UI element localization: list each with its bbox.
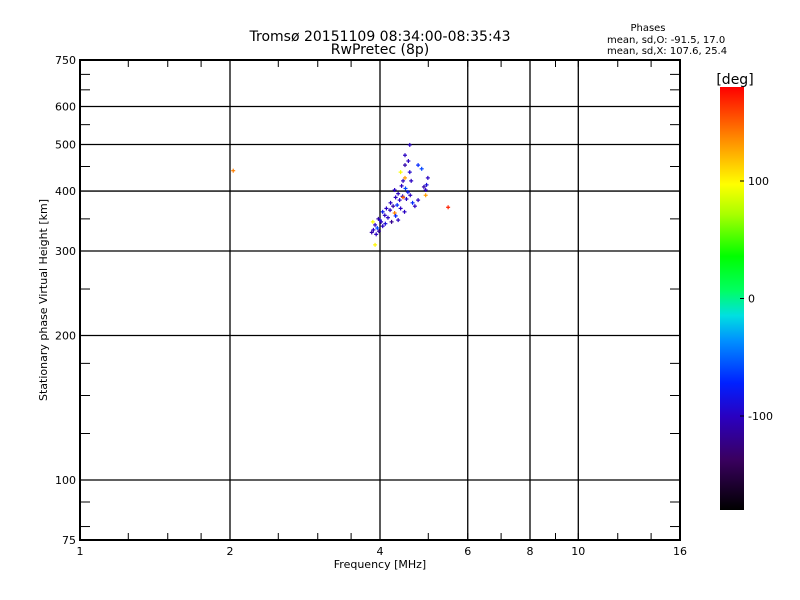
data-point	[406, 159, 411, 164]
data-point	[397, 198, 402, 203]
data-point	[384, 206, 389, 211]
data-point	[382, 213, 387, 218]
data-point	[373, 222, 378, 227]
legend-o-stats: mean, sd,O: -91.5, 17.0	[607, 35, 725, 46]
data-point	[416, 163, 421, 168]
data-point	[392, 211, 397, 216]
colorbar-tick-label: 0	[748, 293, 755, 306]
y-tick-label: 300	[55, 245, 76, 258]
x-axis-label: Frequency [MHz]	[334, 558, 426, 571]
y-tick-label: 200	[55, 330, 76, 343]
x-tick-label: 8	[527, 545, 534, 558]
x-tick-label: 16	[673, 545, 687, 558]
data-point	[421, 184, 426, 189]
data-point	[396, 218, 401, 223]
chart-title: Tromsø 20151109 08:34:00-08:35:43	[249, 29, 511, 45]
data-point	[376, 229, 381, 234]
data-point	[403, 186, 408, 191]
data-point	[395, 203, 400, 208]
legend-heading: Phases	[630, 23, 665, 34]
y-tick-label: 400	[55, 185, 76, 198]
chart-subtitle: RwPretec (8p)	[331, 42, 429, 58]
data-point	[392, 188, 397, 193]
data-point	[379, 219, 384, 224]
data-point	[399, 183, 404, 188]
data-point	[419, 166, 424, 171]
y-tick-label: 100	[55, 474, 76, 487]
data-point	[416, 198, 421, 203]
colorbar-tick-label: 100	[748, 175, 769, 188]
data-point	[369, 230, 374, 235]
colorbar-label: [deg]	[716, 72, 753, 88]
data-point	[401, 178, 406, 183]
data-point	[412, 204, 417, 209]
data-point	[396, 191, 401, 196]
data-point	[398, 206, 403, 211]
x-tick-label: 10	[571, 545, 585, 558]
data-point	[398, 170, 403, 175]
data-point	[407, 142, 412, 147]
x-tick-label: 2	[227, 545, 234, 558]
y-tick-label: 500	[55, 139, 76, 152]
data-point	[391, 204, 396, 209]
data-point	[408, 193, 413, 198]
data-point	[389, 219, 394, 224]
data-point	[409, 178, 414, 183]
data-point	[423, 193, 428, 198]
data-point	[423, 188, 428, 193]
grid-lines	[80, 60, 680, 540]
y-tick-label: 750	[55, 54, 76, 67]
data-point	[424, 182, 429, 187]
colorbar-ticks: 100 0 -100	[740, 175, 773, 423]
data-point	[383, 221, 388, 226]
axis-ticks: 1 2 4 6 8 10 16 75 100 200 300 400 500 600 750	[55, 54, 687, 558]
data-point	[425, 175, 430, 180]
data-point	[403, 153, 408, 158]
data-point	[380, 224, 385, 229]
x-tick-label: 4	[377, 545, 384, 558]
y-tick-label: 75	[62, 534, 76, 547]
data-points	[231, 142, 451, 247]
data-point	[401, 195, 406, 200]
data-point	[380, 209, 385, 214]
data-point	[404, 197, 409, 202]
plot-frame	[79, 59, 681, 541]
legend-x-stats: mean, sd,X: 107.6, 25.4	[607, 46, 727, 57]
data-point	[231, 168, 236, 173]
data-point	[410, 200, 415, 205]
data-point	[446, 205, 451, 210]
x-tick-label: 6	[464, 545, 471, 558]
data-point	[393, 195, 398, 200]
data-point	[370, 219, 375, 224]
colorbar-tick-label: -100	[748, 410, 773, 423]
y-axis-label: Stationary phase Virtual Height [km]	[37, 199, 50, 401]
data-point	[374, 232, 379, 237]
data-point	[403, 163, 408, 168]
data-point	[385, 215, 390, 220]
y-tick-label: 600	[55, 101, 76, 114]
data-point	[388, 200, 393, 205]
data-point	[393, 213, 398, 218]
data-point	[388, 208, 393, 213]
data-point	[402, 209, 407, 214]
data-point	[407, 170, 412, 175]
data-point	[375, 226, 380, 231]
data-point	[373, 242, 378, 247]
data-point	[403, 175, 408, 180]
x-tick-label: 1	[77, 545, 84, 558]
data-point	[376, 216, 381, 221]
data-point	[371, 227, 376, 232]
data-point	[405, 190, 410, 195]
